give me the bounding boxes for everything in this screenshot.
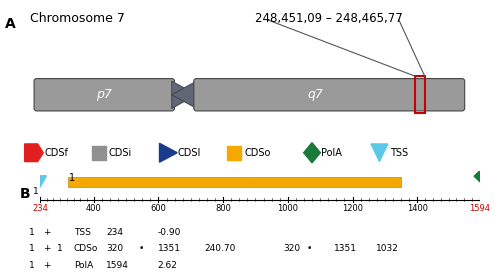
Text: 1594: 1594 xyxy=(106,261,129,270)
Polygon shape xyxy=(160,143,177,162)
Text: TSS: TSS xyxy=(390,148,408,158)
Text: 1: 1 xyxy=(56,244,62,253)
Text: B: B xyxy=(20,187,31,201)
Text: -0.90: -0.90 xyxy=(158,228,181,237)
Text: PolA: PolA xyxy=(322,148,342,158)
Bar xyxy=(92,146,106,160)
Text: 1351: 1351 xyxy=(334,244,357,253)
Text: +: + xyxy=(42,244,50,253)
Text: 2.62: 2.62 xyxy=(158,261,178,270)
Text: CDSi: CDSi xyxy=(108,148,132,158)
Text: p7: p7 xyxy=(96,88,112,101)
Text: 1351: 1351 xyxy=(158,244,180,253)
Polygon shape xyxy=(172,81,197,109)
Polygon shape xyxy=(34,176,46,187)
FancyBboxPatch shape xyxy=(34,79,174,111)
Text: 1032: 1032 xyxy=(376,244,399,253)
Text: 1594: 1594 xyxy=(470,204,490,213)
Polygon shape xyxy=(24,144,44,162)
Text: Chromosome 7: Chromosome 7 xyxy=(30,12,125,25)
Text: 600: 600 xyxy=(150,204,166,213)
Text: 1200: 1200 xyxy=(342,204,363,213)
Text: 1: 1 xyxy=(32,187,38,196)
Text: 234: 234 xyxy=(106,228,124,237)
Text: PolA: PolA xyxy=(74,261,93,270)
FancyBboxPatch shape xyxy=(194,79,464,111)
Bar xyxy=(68,177,402,187)
Text: 240.70: 240.70 xyxy=(204,244,236,253)
Text: A: A xyxy=(5,17,16,32)
Text: 800: 800 xyxy=(215,204,231,213)
Polygon shape xyxy=(304,143,320,163)
Text: CDSI: CDSI xyxy=(177,148,201,158)
Text: 234: 234 xyxy=(32,204,48,213)
Text: 1000: 1000 xyxy=(278,204,298,213)
Text: +: + xyxy=(42,228,50,237)
Bar xyxy=(415,76,424,113)
Text: 1: 1 xyxy=(28,261,34,270)
Text: CDSo: CDSo xyxy=(244,148,271,158)
Text: 248,451,09 – 248,465,77: 248,451,09 – 248,465,77 xyxy=(255,12,403,25)
Text: 320: 320 xyxy=(106,244,124,253)
Text: q7: q7 xyxy=(308,88,324,101)
Polygon shape xyxy=(474,170,486,182)
Text: 400: 400 xyxy=(86,204,102,213)
Bar xyxy=(227,146,241,160)
Text: CDSf: CDSf xyxy=(44,148,68,158)
Text: TSS: TSS xyxy=(74,228,90,237)
Text: •: • xyxy=(306,244,312,253)
Text: 320: 320 xyxy=(283,244,300,253)
Text: •: • xyxy=(139,244,144,253)
Polygon shape xyxy=(172,81,197,109)
Text: CDSo: CDSo xyxy=(74,244,98,253)
Text: 1: 1 xyxy=(28,244,34,253)
Text: +: + xyxy=(42,261,50,270)
Text: 1: 1 xyxy=(28,228,34,237)
Text: 1: 1 xyxy=(70,173,75,183)
Text: 1400: 1400 xyxy=(406,204,428,213)
Polygon shape xyxy=(371,144,388,162)
